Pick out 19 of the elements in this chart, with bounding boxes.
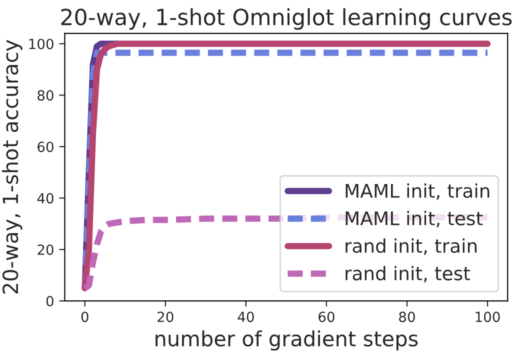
- y-tick-label: 40: [37, 193, 54, 204]
- y-tick-label: 100: [29, 38, 54, 50]
- x-tick-label: 40: [238, 312, 254, 322]
- legend-label: rand init, test: [346, 266, 470, 282]
- chart-title: 20-way, 1-shot Omniglot learning curves: [61, 8, 512, 30]
- y-axis-title: 20-way, 1-shot accuracy: [2, 40, 22, 294]
- x-tick-label: 100: [476, 312, 500, 322]
- y-tick-label: 60: [38, 142, 54, 152]
- y-tick-label: 0: [46, 296, 54, 306]
- legend-label: MAML init, train: [346, 183, 490, 200]
- x-axis-title: number of gradient steps: [156, 330, 418, 351]
- y-tick-label: 20: [38, 244, 54, 255]
- x-tick-label: 20: [158, 312, 174, 322]
- x-tick-label: 80: [399, 312, 415, 322]
- x-tick-label: 0: [81, 312, 88, 322]
- legend-label: rand init, train: [346, 238, 477, 255]
- y-tick-label: 80: [38, 90, 54, 101]
- legend-label: MAML init, test: [346, 210, 483, 228]
- x-tick-label: 60: [318, 312, 334, 322]
